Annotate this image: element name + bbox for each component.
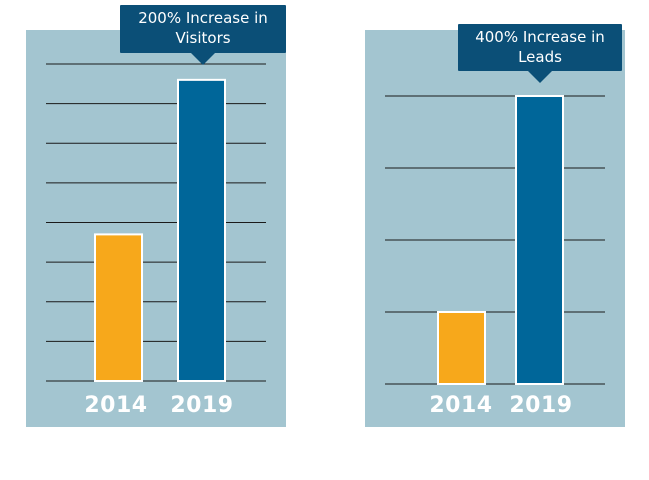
visitors-increase-text: 200% Increase in Visitors	[138, 9, 268, 47]
visitors-chart-panel	[26, 30, 286, 427]
leads-bar-2019	[515, 95, 564, 385]
leads-tick-label-2019: 2019	[509, 393, 573, 418]
leads-increase-callout: 400% Increase in Leads	[458, 24, 622, 83]
visitors-tick-label-2014: 2014	[84, 393, 148, 418]
visitors-increase-callout: 200% Increase in Visitors	[120, 5, 286, 65]
visitors-bar-2014	[94, 233, 143, 382]
leads-tick-label-2014: 2014	[429, 393, 493, 418]
leads-increase-text: 400% Increase in Leads	[475, 28, 605, 66]
visitors-bar-2019	[177, 78, 226, 382]
visitors-tick-label-2019: 2019	[170, 393, 234, 418]
leads-bar-2014	[437, 311, 486, 385]
